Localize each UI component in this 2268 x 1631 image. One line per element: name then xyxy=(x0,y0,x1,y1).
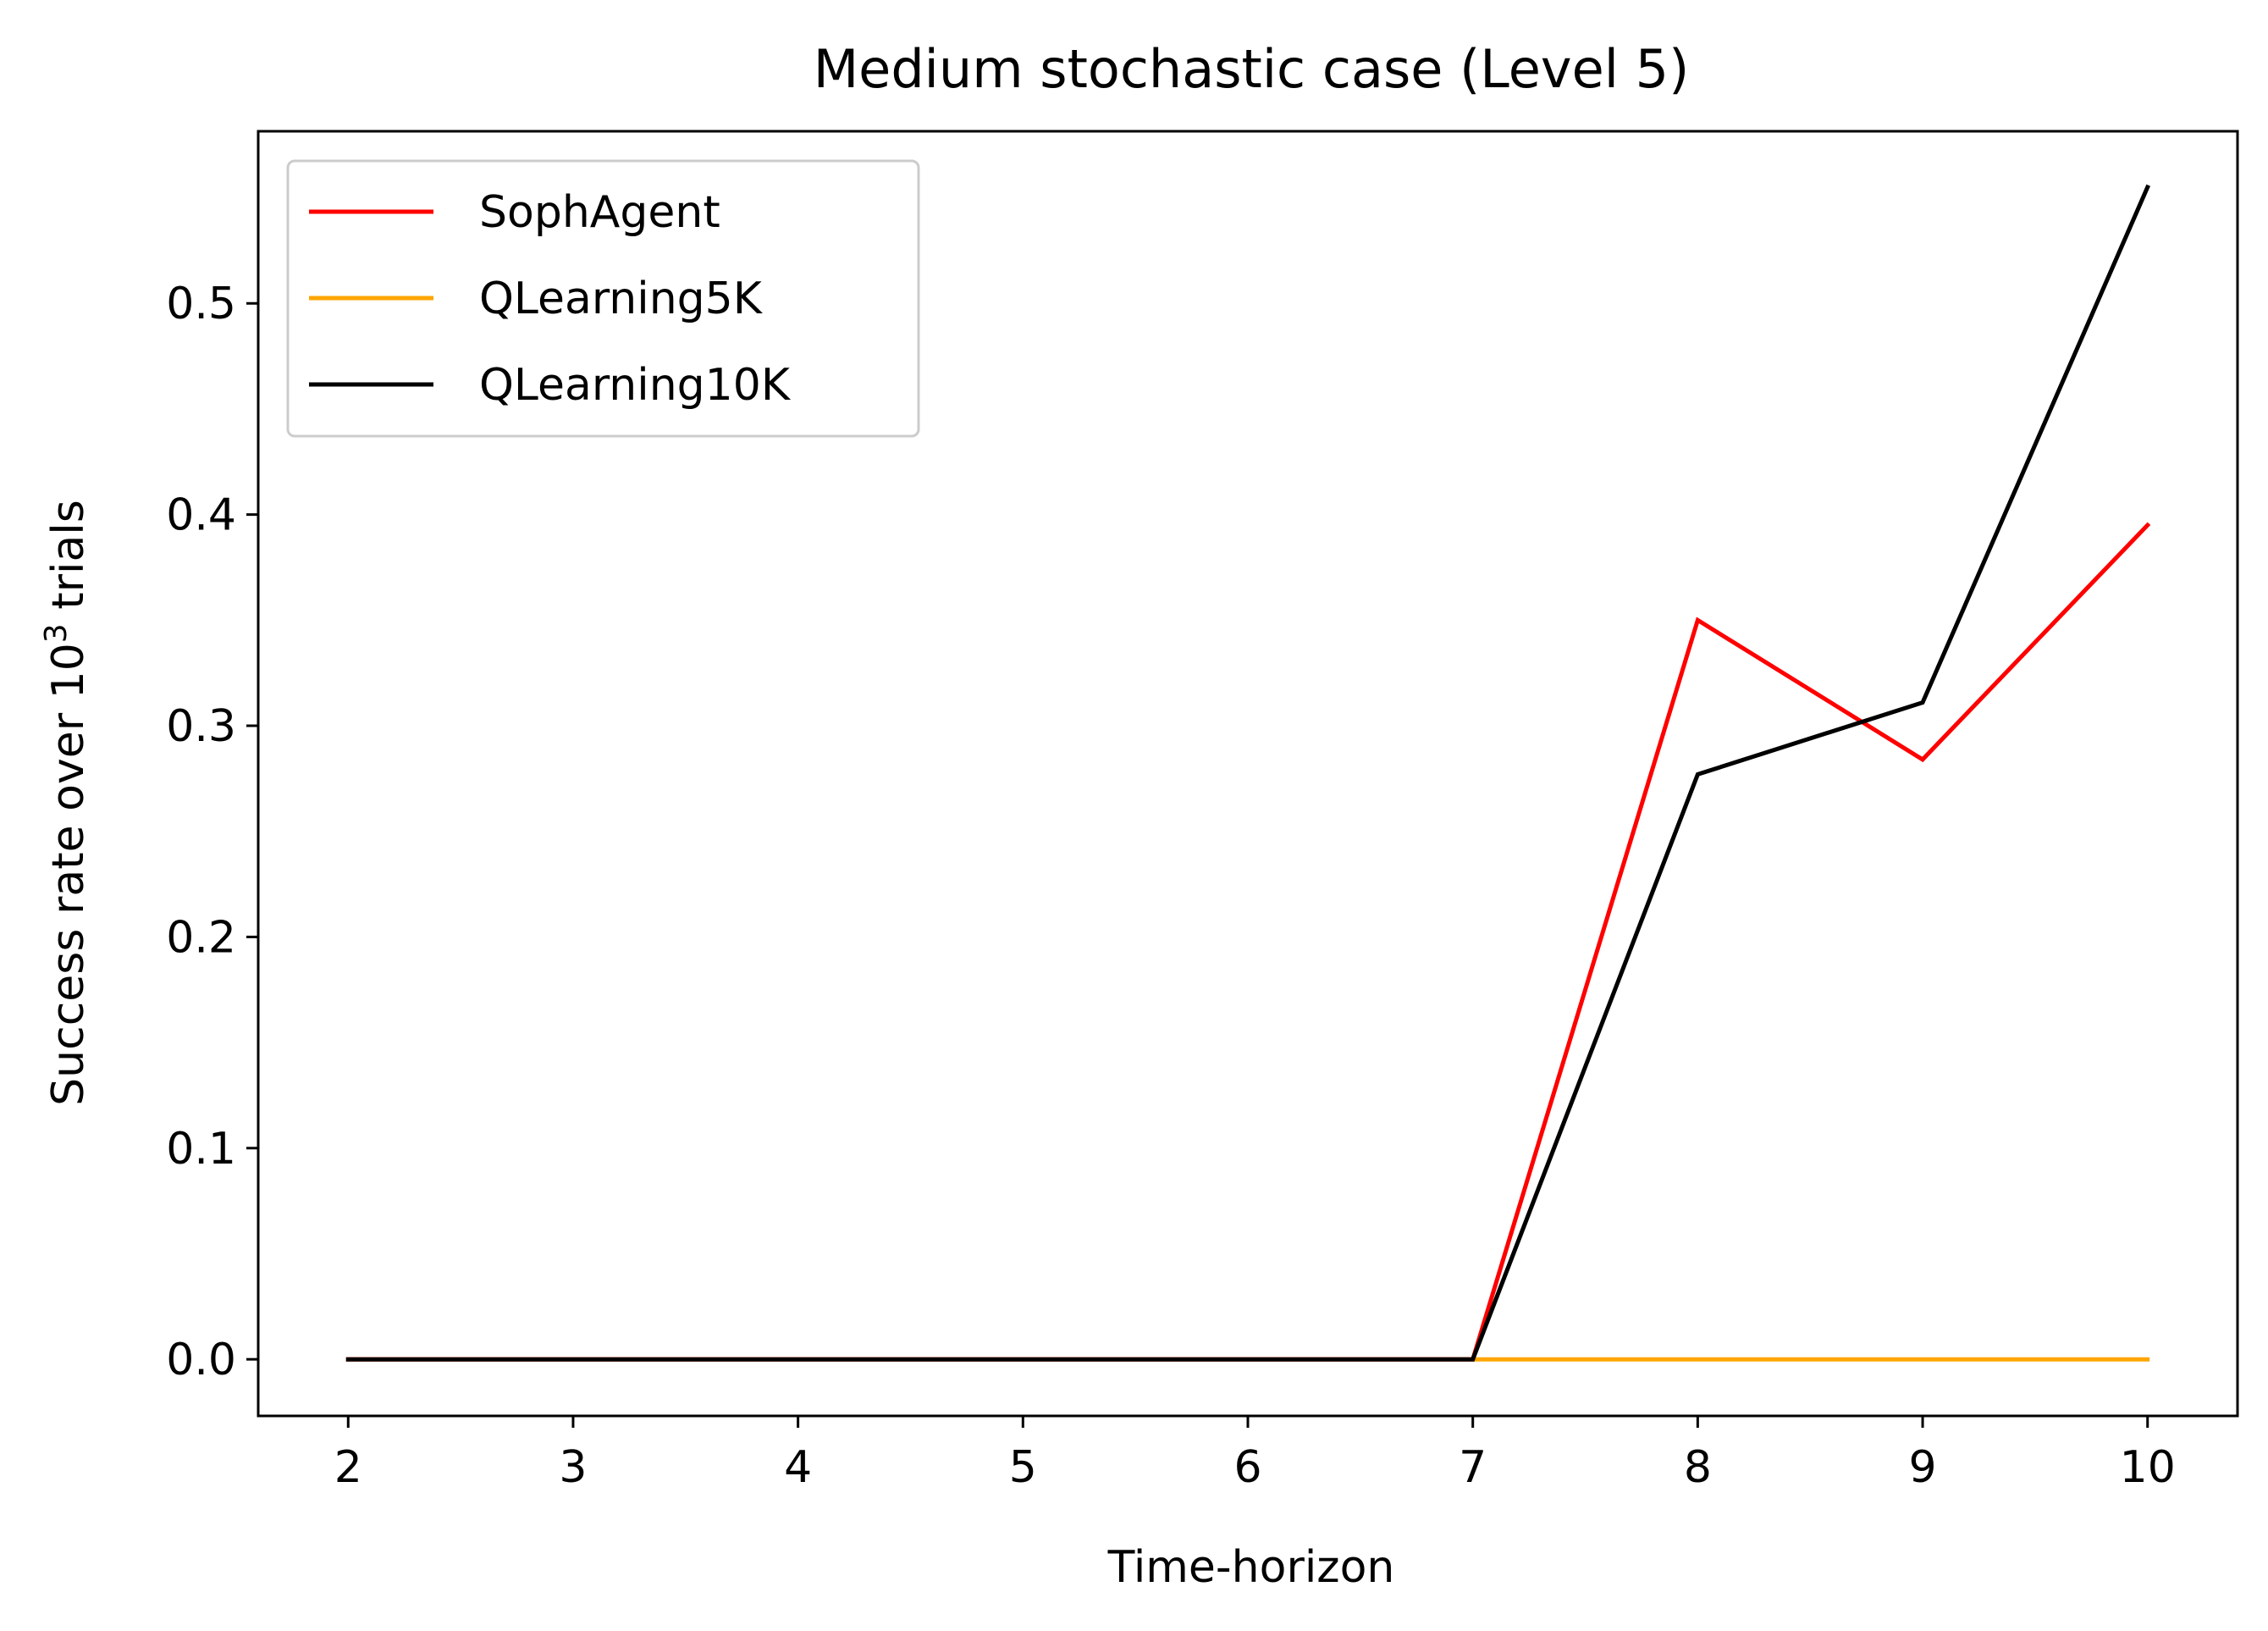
y-axis-label-main: Success rate over 10 xyxy=(43,643,94,1106)
y-tick-label: 0.4 xyxy=(166,490,236,541)
legend-label-qlearning10k: QLearning10K xyxy=(479,360,792,411)
legend-label-sophagent: SophAgent xyxy=(479,187,720,238)
x-tick-label: 10 xyxy=(2120,1442,2176,1493)
legend-label-qlearning5k: QLearning5K xyxy=(479,274,764,324)
y-axis-label: Success rate over 103 trials xyxy=(39,500,94,1106)
chart-title: Medium stochastic case (Level 5) xyxy=(814,38,1690,100)
x-tick-label: 6 xyxy=(1233,1442,1261,1493)
y-tick-label: 0.1 xyxy=(166,1124,236,1175)
y-tick-label: 0.0 xyxy=(166,1335,236,1385)
y-axis-label-exponent: 3 xyxy=(39,623,74,643)
series-lines xyxy=(345,184,2151,1362)
y-axis-label-tail: trials xyxy=(43,500,94,623)
x-tick-label: 8 xyxy=(1684,1442,1712,1493)
y-axis-ticks: 0.0 0.1 0.2 0.3 0.4 0.5 xyxy=(166,279,258,1385)
x-tick-label: 2 xyxy=(334,1442,362,1493)
x-tick-label: 5 xyxy=(1009,1442,1037,1493)
x-tick-label: 3 xyxy=(559,1442,587,1493)
y-tick-label: 0.3 xyxy=(166,701,236,752)
legend-box xyxy=(286,159,920,438)
series-line-qlearning10k xyxy=(345,184,2150,1362)
y-tick-label: 0.5 xyxy=(166,279,236,329)
x-tick-label: 9 xyxy=(1908,1442,1936,1493)
x-axis-ticks: 2 3 4 5 6 7 8 9 10 xyxy=(334,1416,2176,1493)
x-axis-label: Time-horizon xyxy=(1107,1542,1395,1593)
x-tick-label: 7 xyxy=(1459,1442,1487,1493)
y-tick-label: 0.2 xyxy=(166,912,236,963)
axes-frame xyxy=(257,130,2239,1418)
x-tick-label: 4 xyxy=(784,1442,812,1493)
legend: SophAgent QLearning5K QLearning10K xyxy=(286,159,920,438)
